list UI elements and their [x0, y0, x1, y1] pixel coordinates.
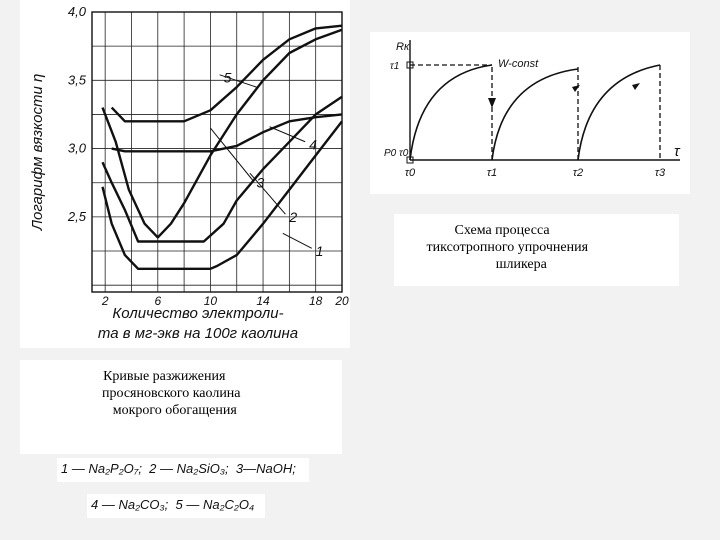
plot-frame: [91, 11, 343, 293]
x-axis-label: τ: [674, 143, 681, 160]
y-tick-label: 3,0: [68, 141, 87, 156]
y-tick-label: 4,0: [68, 4, 87, 19]
legend-line-2: 4 — Na₂CO₃; 5 — Na₂C₂O₄: [91, 497, 255, 512]
growth-curve-2: [491, 68, 579, 161]
series-2-line: [101, 95, 343, 243]
x-tick-label: 18: [309, 294, 323, 308]
x-tick-label: 14: [256, 294, 270, 308]
x-tick-label: 10: [204, 294, 218, 308]
legend-line-2-box: 4 — Na₂CO₃; 5 — Na₂C₂O₄: [87, 494, 265, 518]
x-tick-label: τ3: [655, 167, 666, 179]
right-caption: Схема процесса тиксотропного упрочнения …: [426, 223, 589, 272]
legend-line-1-box: 1 — Na₂P₂O₇; 2 — Na₂SiO₃; 3—NaOH;: [57, 458, 309, 482]
growth-arrow-2: [632, 83, 640, 90]
series-2-leader: [249, 172, 286, 215]
y-axis-label-top: Rк: [396, 41, 410, 53]
thixotropy-chart-panel: Rк τ1 P0 τ0 W-const τ τ0 τ1 τ2 τ3: [370, 32, 690, 194]
x-tick-label: τ0: [405, 167, 416, 179]
series-5-label: 5: [224, 70, 232, 86]
growth-arrow-1: [572, 85, 580, 92]
series-1-leader: [282, 232, 312, 249]
y-axis-label-sub2: P0 τ0: [384, 148, 409, 159]
series-3-line: [101, 28, 343, 239]
y-axis-label-sub1: τ1: [390, 61, 399, 72]
left-caption-box: Кривые разжижения просяновского каолина …: [20, 360, 342, 454]
x-axis-label-line-2: та в мг-экв на 100г каолина: [98, 325, 298, 342]
right-caption-box: Схема процесса тиксотропного упрочнения …: [394, 214, 679, 286]
growth-curve-3: [577, 64, 661, 161]
x-tick-label: τ2: [573, 167, 583, 179]
x-tick-label: τ1: [487, 167, 497, 179]
drop-arrow: [488, 98, 496, 108]
x-tick-label: 2: [101, 294, 109, 308]
max-marker: [406, 61, 414, 69]
w-const-annotation: W-const: [498, 58, 539, 70]
series-3-leader: [210, 127, 253, 181]
series-3-label: 3: [256, 175, 264, 191]
left-caption: Кривые разжижения просяновского каолина …: [102, 369, 241, 418]
thixotropy-chart: Rк τ1 P0 τ0 W-const τ τ0 τ1 τ2 τ3: [384, 40, 681, 179]
x-axis-label-line-1: Количество электроли-: [112, 305, 283, 322]
x-tick-label: 20: [334, 294, 349, 308]
series-4-line: [111, 113, 343, 153]
series-5-line: [110, 24, 343, 123]
series-4-leader: [269, 126, 306, 143]
series-1-label: 1: [316, 243, 324, 259]
viscosity-chart-panel: 2 6 10 14 18 20 2,5 3,0 3,5 4,0 Логарифм вязкости …: [20, 0, 350, 348]
series-5-leader: [219, 74, 257, 88]
y-axis-label: Логарифм вязкости η: [29, 74, 46, 232]
legend-line-1: 1 — Na₂P₂O₇; 2 — Na₂SiO₃; 3—NaOH;: [61, 461, 296, 476]
series-1-line: [101, 120, 343, 270]
origin-marker: [406, 156, 414, 164]
series-2-label: 2: [288, 209, 297, 225]
growth-curve-1: [409, 64, 493, 161]
series-4-label: 4: [309, 136, 317, 152]
y-tick-label: 3,5: [68, 72, 87, 87]
x-tick-label: 6: [154, 294, 161, 308]
y-tick-label: 2,5: [67, 209, 87, 224]
